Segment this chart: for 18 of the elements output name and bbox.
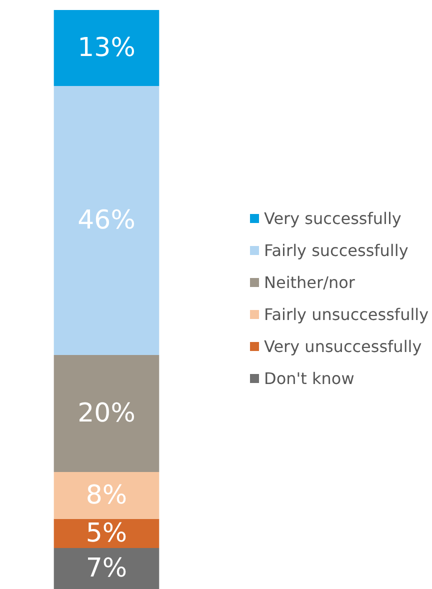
bar [54, 10, 160, 86]
legend-label: Very unsuccessfully [264, 337, 422, 356]
data-label: 13% [78, 33, 136, 64]
bar [54, 355, 160, 472]
data-label: 20% [78, 398, 136, 429]
bar [54, 548, 160, 589]
legend-label: Neither/nor [264, 273, 356, 292]
data-label: 7% [86, 554, 128, 584]
legend-label: Fairly successfully [264, 241, 408, 260]
legend-label: Don't know [264, 369, 354, 388]
data-label: 5% [86, 518, 128, 548]
bar [54, 86, 160, 356]
data-label: 46% [78, 206, 136, 236]
bar [54, 518, 160, 548]
legend-label: Fairly unsuccessfully [264, 305, 429, 324]
bar [54, 472, 160, 519]
data-label: 8% [86, 480, 128, 510]
legend-label: Very successfully [264, 209, 402, 228]
